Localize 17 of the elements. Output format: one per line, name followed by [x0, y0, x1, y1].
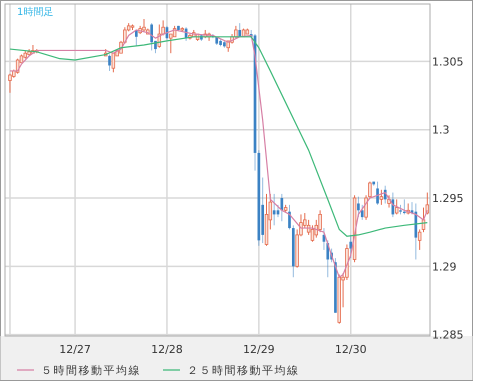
y-tick-label: 1.3: [432, 124, 450, 137]
candlestick: [418, 228, 422, 250]
y-tick-label: 1.295: [432, 192, 464, 206]
candlestick: [380, 189, 384, 206]
y-tick-label: 1.285: [432, 328, 464, 342]
y-tick-label: 1.305: [432, 55, 464, 68]
x-tick-label: 12/30: [334, 343, 367, 356]
candlestick: [142, 18, 146, 32]
x-tick-label: 12/27: [59, 343, 91, 356]
x-tick-label: 12/28: [151, 343, 183, 356]
legend-label: ２５時間移動平均線: [187, 364, 300, 377]
y-tick-label: 1.29: [432, 260, 456, 274]
chart-title: 1時間足: [17, 6, 54, 18]
candlestick: [394, 198, 398, 215]
candlestick: [112, 52, 116, 73]
x-tick-label: 12/29: [243, 343, 275, 356]
legend-label: ５時間移動平均線: [41, 364, 141, 377]
